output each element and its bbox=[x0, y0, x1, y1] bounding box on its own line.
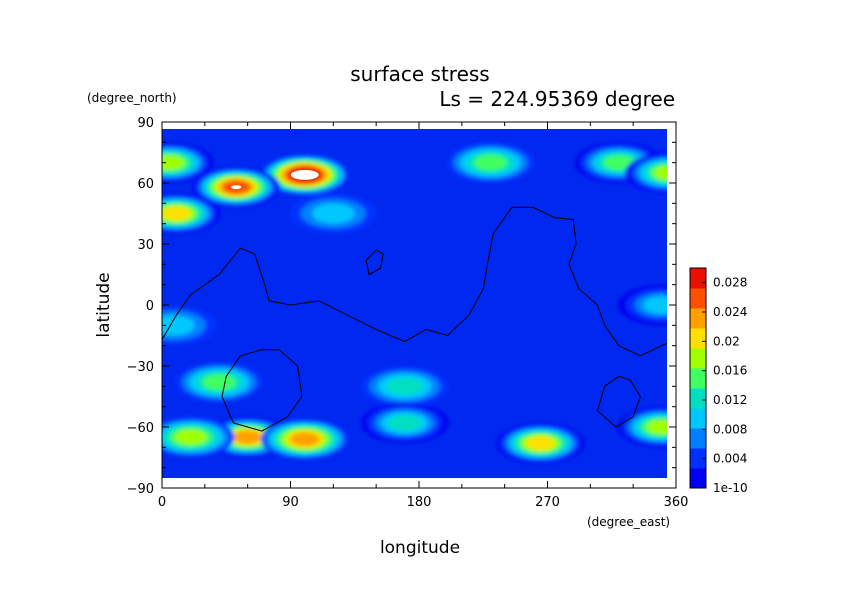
heatmap-plot-area bbox=[162, 129, 667, 488]
colorbar-segment bbox=[690, 388, 706, 409]
heat-blob bbox=[162, 305, 218, 346]
heat-level bbox=[387, 414, 422, 431]
coastline-contours bbox=[162, 206, 667, 432]
y-tick-label: −60 bbox=[127, 421, 154, 436]
heat-level bbox=[646, 419, 667, 435]
heat-level bbox=[643, 296, 667, 314]
colorbar-segment bbox=[690, 468, 706, 489]
colorbar-tick-label: 1e-10 bbox=[713, 481, 748, 495]
heat-level bbox=[312, 203, 355, 224]
x-tick-label: 360 bbox=[664, 495, 689, 510]
contour-line bbox=[365, 249, 384, 276]
x-tick-label: 0 bbox=[158, 495, 166, 510]
y-tick-label: 0 bbox=[146, 299, 154, 314]
y-tick-label: −90 bbox=[127, 482, 154, 497]
x-tick-label: 90 bbox=[282, 495, 299, 510]
colorbar-tick-label: 0.008 bbox=[713, 422, 747, 436]
heat-level bbox=[162, 155, 184, 170]
heat-blob bbox=[289, 193, 378, 234]
saturated-spot bbox=[231, 185, 242, 190]
x-unit-label: (degree_east) bbox=[587, 515, 670, 529]
heat-blob bbox=[175, 362, 264, 403]
colorbar-frame bbox=[689, 267, 707, 489]
heat-level bbox=[654, 165, 667, 180]
saturated-spot bbox=[290, 169, 319, 180]
colorbar-tick-label: 0.028 bbox=[713, 276, 747, 290]
colorbar-segment bbox=[690, 268, 706, 289]
colorbar-tick-label: 0.016 bbox=[713, 364, 747, 378]
colorbar-segment bbox=[690, 428, 706, 449]
heat-blob bbox=[624, 152, 667, 193]
y-tick-label: 60 bbox=[137, 177, 154, 192]
heat-level bbox=[174, 429, 207, 445]
heatmap-field bbox=[162, 142, 667, 464]
heat-level bbox=[162, 315, 195, 336]
heat-blob bbox=[360, 366, 449, 407]
y-axis-label: latitude bbox=[94, 272, 114, 337]
y-tick-label: 90 bbox=[137, 116, 154, 131]
x-tick-label: 180 bbox=[407, 495, 432, 510]
colorbar-tick-label: 0.004 bbox=[713, 452, 747, 466]
y-tick-label: 30 bbox=[137, 238, 154, 253]
colorbar-segments bbox=[690, 268, 706, 489]
colorbar-segment bbox=[690, 448, 706, 469]
x-axis-ticks: 0 90 180 270 360 bbox=[158, 122, 689, 510]
x-tick-label: 270 bbox=[535, 495, 560, 510]
colorbar-tick-label: 0.02 bbox=[713, 334, 740, 348]
heat-blob bbox=[162, 193, 221, 234]
y-tick-label: −30 bbox=[127, 360, 154, 375]
heat-blob bbox=[162, 417, 235, 458]
y-axis-ticks: 90 60 30 0 −30 −60 −90 bbox=[127, 116, 676, 497]
heatmap-highlights bbox=[231, 169, 319, 190]
chart-subtitle: Ls = 224.95369 degree bbox=[439, 87, 675, 111]
heat-level bbox=[473, 154, 508, 171]
heat-blob bbox=[260, 154, 349, 195]
heat-blob bbox=[162, 142, 214, 183]
plot-bottom-gap bbox=[162, 478, 667, 488]
colorbar-segment bbox=[690, 368, 706, 389]
heat-blob bbox=[617, 407, 667, 447]
colorbar: 0.028 0.024 0.02 0.016 0.012 0.008 0.004 1e-10 bbox=[689, 267, 748, 495]
colorbar-segment bbox=[690, 348, 706, 369]
colorbar-segment bbox=[690, 308, 706, 329]
colorbar-segment bbox=[690, 408, 706, 429]
colorbar-ticks: 0.028 0.024 0.02 0.016 0.012 0.008 0.004 1e-10 bbox=[702, 276, 748, 495]
heat-level bbox=[290, 432, 320, 447]
heat-blob bbox=[260, 419, 349, 460]
heat-level bbox=[526, 436, 555, 451]
heat-level bbox=[202, 374, 236, 391]
contour-line bbox=[221, 349, 303, 432]
heat-level bbox=[162, 206, 191, 221]
colorbar-segment bbox=[690, 328, 706, 349]
chart-title: surface stress bbox=[350, 62, 489, 86]
colorbar-tick-label: 0.012 bbox=[713, 393, 747, 407]
heat-blob bbox=[360, 402, 449, 443]
heat-level bbox=[603, 155, 635, 171]
y-unit-label: (degree_north) bbox=[87, 91, 177, 105]
colorbar-segment bbox=[690, 288, 706, 309]
heat-blob bbox=[446, 142, 535, 183]
heat-blob bbox=[496, 423, 585, 464]
x-axis-label: longitude bbox=[380, 538, 460, 558]
contour-line bbox=[162, 206, 667, 357]
heat-blob bbox=[617, 285, 667, 325]
heat-level bbox=[386, 377, 424, 396]
colorbar-tick-label: 0.024 bbox=[713, 305, 747, 319]
heat-level bbox=[233, 430, 262, 444]
contour-line bbox=[596, 375, 641, 428]
